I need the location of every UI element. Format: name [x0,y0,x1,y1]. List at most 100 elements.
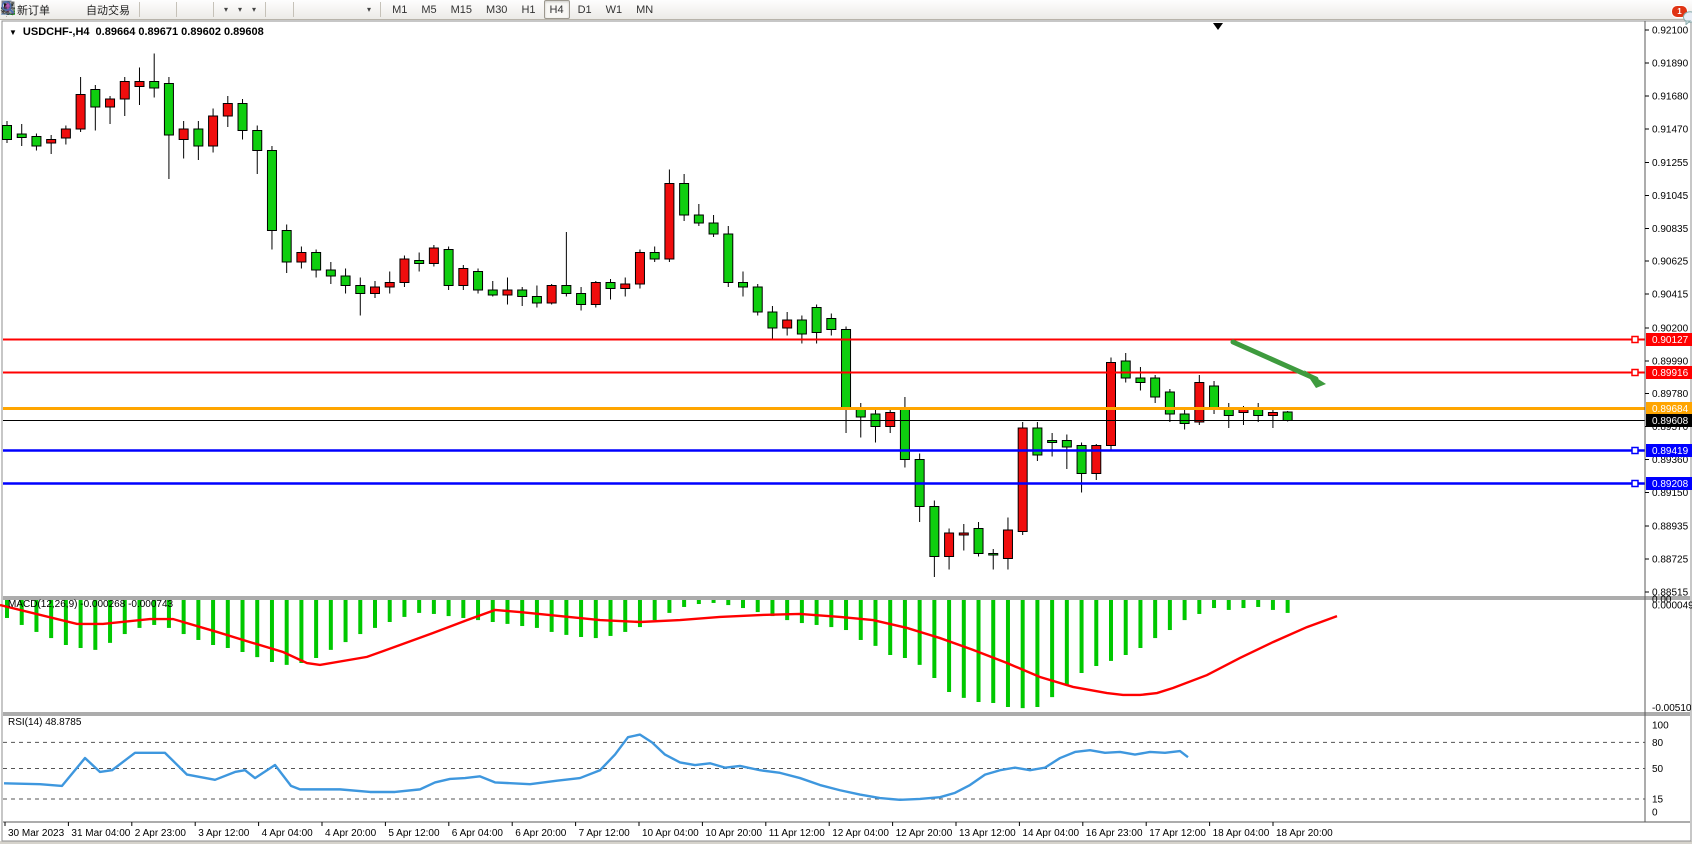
toolbar-separator [176,2,177,17]
horizontal-line-button[interactable] [1,0,316,20]
symbol-dropdown-icon[interactable]: ▼ [9,27,17,37]
line-handle[interactable] [1631,446,1639,455]
bar-chart-button[interactable] [2,0,153,20]
line-handle[interactable] [1631,335,1639,344]
zoom-in-button[interactable] [1,0,190,20]
candle-bull [296,252,307,263]
candle-bear [605,282,616,289]
autotrading-button[interactable]: 自动交易 [1,0,134,20]
candle-bull [620,283,631,289]
candle-bear [811,307,822,333]
fibonacci-button[interactable]: F [1,0,343,20]
candle-bull [1002,529,1013,559]
timeframe-H4[interactable]: H4 [543,0,570,19]
timeframe-M5[interactable]: M5 [421,3,437,16]
tile-windows-button[interactable] [1,0,208,20]
new-chart-dropdown[interactable]: ▾ [224,5,229,14]
candle-bull [782,319,793,329]
community-button[interactable] [0,0,72,20]
toolbar-separator [293,2,295,17]
chart-title: ▼ USDCHF-,H4 0.89664 0.89671 0.89602 0.8… [9,26,264,38]
new-order-button[interactable]: 新订单 [1,0,54,20]
rsi-line [3,733,1189,802]
time-tick-label: 10 Apr 04:00 [642,828,699,839]
price-tick-label: 0.91045 [1652,191,1689,202]
candle-bear [649,252,660,260]
quotes-button[interactable] [1,0,63,20]
candle-bear [443,249,454,286]
candle-bear [163,83,174,136]
vertical-line-button[interactable] [7,0,307,20]
signals-button[interactable] [1,0,81,20]
search-icon[interactable] [0,0,15,15]
candle-bear [193,128,204,147]
time-tick-label: 17 Apr 12:00 [1149,828,1206,839]
price-line-badge-label: 0.89608 [1652,416,1689,427]
price-tick-label: 0.90835 [1652,224,1689,235]
candlestick-chart-button[interactable] [2,0,162,20]
new-order-label: 新订单 [17,4,50,17]
timeframe-W1[interactable]: W1 [605,3,623,16]
zoom-out-button[interactable] [1,0,199,20]
arrows-button[interactable]: ▾ [4,0,375,20]
trend-arrow-head[interactable] [1304,370,1326,388]
time-tick-label: 4 Apr 04:00 [262,828,314,839]
candle-bear [1150,377,1161,398]
chart-shift-marker[interactable] [1213,23,1223,30]
candle-bear [1253,409,1264,416]
candle-bull [1106,362,1116,446]
indicators-dropdown[interactable]: ▾ [252,5,257,14]
candle-bear [738,282,748,288]
candle-bear [1164,391,1175,415]
time-tick-label: 5 Apr 12:00 [388,828,440,839]
macd-signal-line [0,603,1338,697]
price-tick-label: 0.90625 [1652,257,1689,268]
time-axis[interactable]: 30 Mar 2023 31 Mar 04:00 2 Apr 23:00 3 Apr … [4,822,1333,839]
ohlc-values: 0.89664 0.89671 0.89602 0.89608 [95,26,264,38]
candle-bear [355,285,366,294]
candle-bear [899,409,910,460]
timeframe-M30[interactable]: M30 [486,3,508,16]
candle-bear [414,260,425,264]
line-chart-button[interactable] [1,0,171,20]
crosshair-button[interactable] [1,0,288,20]
price-axis[interactable]: 0.92100 0.91890 0.91680 0.91470 0.91255 0.910… [1644,21,1692,822]
line-handle[interactable] [1631,368,1639,377]
candle-bull [1017,427,1028,532]
timeframe-M1[interactable]: M1 [392,3,408,16]
profiles-button[interactable]: ▾ [1,0,246,20]
timeframe-M15[interactable]: M15 [450,3,473,16]
candle-bear [1032,427,1043,456]
time-tick-label: 3 Apr 12:00 [198,828,250,839]
price-tick-label: 0.89780 [1652,389,1689,400]
rsi-panel: 100 80 50 15 0 [3,721,1669,819]
candle-bear [1047,440,1058,443]
arrows-dropdown[interactable]: ▾ [367,5,372,14]
chart-window-border [1,20,1692,842]
candle-bull [664,183,675,260]
text-button[interactable]: A [4,0,352,20]
profiles-dropdown[interactable]: ▾ [238,5,243,14]
cursor-button[interactable] [4,0,279,20]
trendline-button[interactable] [1,0,325,20]
timeframe-MN[interactable]: MN [636,3,654,16]
candle-bull [590,282,601,305]
trend-arrow-shaft[interactable] [1230,339,1319,382]
candle-bull [75,94,86,130]
text-label-button[interactable]: T [1,0,361,20]
price-tick-label: 0.91470 [1652,125,1689,136]
candle-bear [767,311,778,329]
candle-bear [841,329,852,409]
time-tick-label: 4 Apr 20:00 [325,828,377,839]
equidistant-channel-button[interactable]: E [0,0,334,20]
line-handle[interactable] [1631,479,1639,488]
price-tick-label: 0.89360 [1652,455,1689,466]
new-chart-button[interactable]: ▾ [1,0,232,20]
candle-bull [546,285,557,304]
timeframe-H1[interactable]: H1 [521,3,536,16]
timeframe-D1[interactable]: D1 [577,3,592,16]
symbol-label: USDCHF-,H4 [22,26,90,38]
candle-bull [134,81,145,87]
indicators-button[interactable]: ▾ [1,0,260,20]
